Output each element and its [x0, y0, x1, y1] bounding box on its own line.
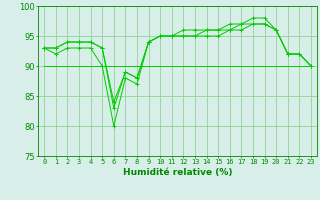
X-axis label: Humidité relative (%): Humidité relative (%): [123, 168, 232, 177]
